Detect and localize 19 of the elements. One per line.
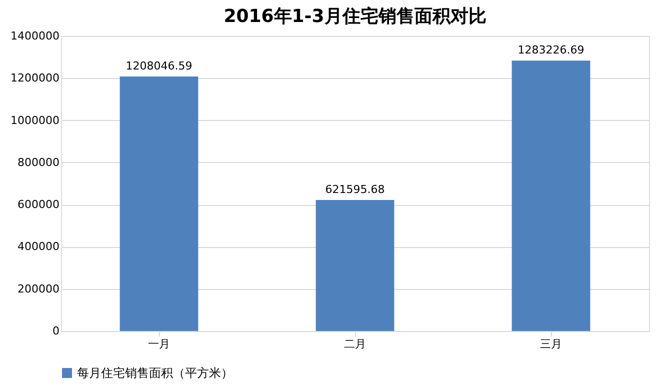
y-tick-label: 800000: [18, 156, 60, 169]
y-tick-label: 200000: [18, 282, 60, 296]
y-tick-label: 400000: [18, 240, 60, 254]
x-tick-label: 二月: [344, 338, 366, 350]
y-tick-label: 600000: [18, 198, 60, 212]
legend-label: 每月住宅销售面积（平方米）: [77, 366, 233, 380]
y-tick-label: 1000000: [10, 114, 60, 127]
chart-title: 2016年1-3月住宅销售面积对比: [224, 6, 486, 27]
y-tick-label: 0: [52, 324, 60, 338]
x-tick-label: 一月: [148, 338, 170, 350]
y-tick-label: 1200000: [10, 72, 60, 85]
y-tick-label: 1400000: [10, 30, 60, 42]
data-label: 621595.68: [325, 183, 385, 196]
data-label: 1208046.59: [126, 59, 192, 72]
bar: [120, 76, 198, 331]
bar: [512, 60, 590, 331]
x-tick-label: 三月: [540, 338, 562, 350]
bar: [316, 200, 394, 331]
data-label: 1283226.69: [518, 44, 584, 57]
